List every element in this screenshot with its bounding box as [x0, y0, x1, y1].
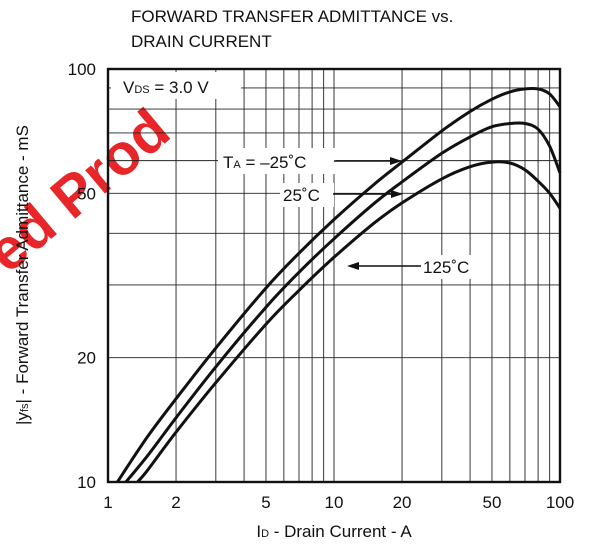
chart-title-line1: FORWARD TRANSFER ADMITTANCE vs. — [131, 7, 453, 26]
y-tick-label: 20 — [77, 349, 96, 368]
x-tick-label: 5 — [261, 493, 270, 512]
x-tick-label: 50 — [483, 493, 502, 512]
annotation-25c: 25˚C — [280, 183, 403, 207]
x-tick-label: 20 — [393, 493, 412, 512]
y-axis-label: |yfs| - Forward Transfer Admittance - mS — [13, 125, 32, 425]
series-line-1 — [116, 86, 562, 483]
x-tick-label: 100 — [546, 493, 574, 512]
plot-frame — [106, 67, 562, 484]
plot-lines — [116, 86, 562, 483]
y-tick-label: 10 — [77, 473, 96, 492]
condition-label: VDS = 3.0 V — [123, 78, 209, 97]
x-tick-label: 1 — [103, 493, 112, 512]
condition-box — [111, 72, 241, 99]
chart-title-line2: DRAIN CURRENT — [131, 32, 272, 51]
series-label-25: 25˚C — [283, 186, 320, 205]
y-tick-label: 100 — [68, 60, 96, 79]
tick-labels: 1 2 5 10 20 50 100 10 20 50 100 — [68, 60, 575, 512]
series-label-125: 125˚C — [423, 258, 469, 277]
x-tick-label: 2 — [171, 493, 180, 512]
y-tick-label: 50 — [77, 184, 96, 203]
series-label-neg25: TA = –25˚C — [223, 153, 306, 172]
x-axis-label: ID - Drain Current - A — [256, 522, 412, 541]
x-tick-label: 10 — [325, 493, 344, 512]
annotation-ta-neg25: TA = –25˚C — [218, 148, 402, 174]
series-line-2 — [124, 121, 562, 483]
annotation-125c: 125˚C — [347, 255, 482, 279]
series-line-3 — [136, 160, 562, 483]
